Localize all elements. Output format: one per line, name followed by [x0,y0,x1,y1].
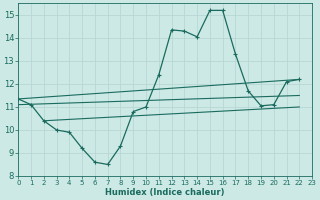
X-axis label: Humidex (Indice chaleur): Humidex (Indice chaleur) [105,188,225,197]
